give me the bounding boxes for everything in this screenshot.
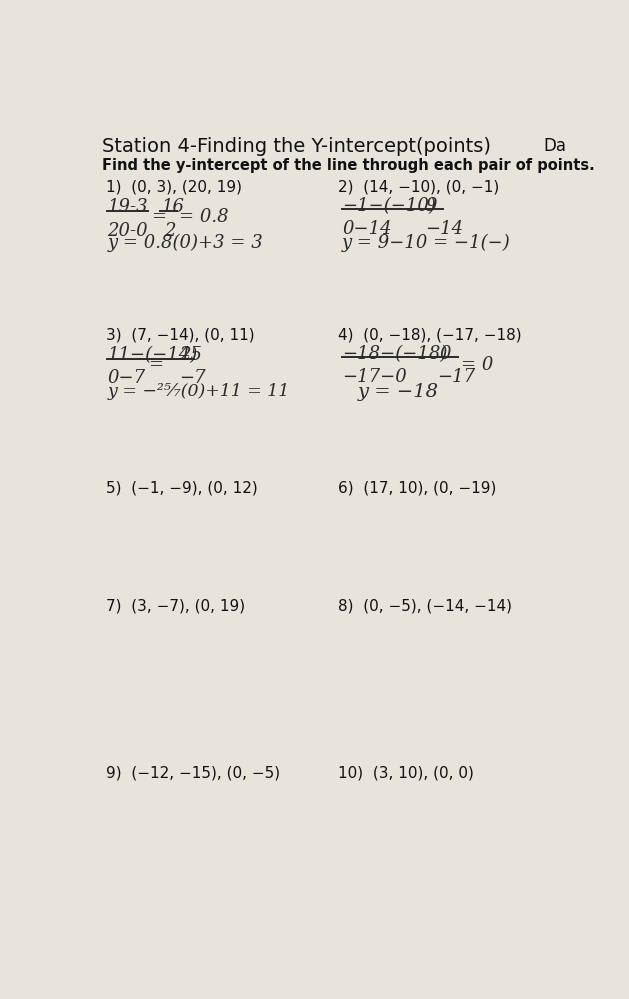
Text: 20-0: 20-0: [108, 222, 148, 240]
Text: 9)  (−12, −15), (0, −5): 9) (−12, −15), (0, −5): [106, 765, 280, 780]
Text: y = 0.8(0)+3 = 3: y = 0.8(0)+3 = 3: [108, 234, 263, 252]
Text: 10)  (3, 10), (0, 0): 10) (3, 10), (0, 0): [338, 765, 474, 780]
Text: 4)  (0, −18), (−17, −18): 4) (0, −18), (−17, −18): [338, 328, 522, 343]
Text: Da: Da: [543, 137, 567, 155]
Text: −14: −14: [425, 220, 463, 238]
Text: 9: 9: [425, 197, 437, 215]
Text: −18−(−18): −18−(−18): [342, 345, 447, 363]
Text: Station 4-Finding the Y-intercept(points): Station 4-Finding the Y-intercept(points…: [102, 137, 491, 156]
Text: y = −²⁵⁄₇(0)+11 = 11: y = −²⁵⁄₇(0)+11 = 11: [108, 384, 289, 401]
Text: 2)  (14, −10), (0, −1): 2) (14, −10), (0, −1): [338, 180, 499, 195]
Text: 11−(−14): 11−(−14): [108, 347, 198, 365]
Text: 7)  (3, −7), (0, 19): 7) (3, −7), (0, 19): [106, 598, 245, 613]
Text: = 0.8: = 0.8: [179, 209, 228, 227]
Text: 19-3: 19-3: [108, 199, 148, 217]
Text: 2: 2: [164, 222, 175, 240]
Text: 25: 25: [179, 347, 203, 365]
Text: = 0: = 0: [460, 357, 493, 375]
Text: −17−0: −17−0: [342, 368, 407, 386]
Text: −1−(−10): −1−(−10): [342, 197, 436, 215]
Text: 5)  (−1, −9), (0, 12): 5) (−1, −9), (0, 12): [106, 481, 257, 496]
Text: 0−7: 0−7: [108, 370, 145, 388]
Text: =: =: [151, 209, 166, 227]
Text: 8)  (0, −5), (−14, −14): 8) (0, −5), (−14, −14): [338, 598, 512, 613]
Text: −17: −17: [437, 368, 476, 386]
Text: −7: −7: [179, 370, 206, 388]
Text: 0−14: 0−14: [342, 220, 392, 238]
Text: 1)  (0, 3), (20, 19): 1) (0, 3), (20, 19): [106, 180, 242, 195]
Text: 16: 16: [162, 199, 184, 217]
Text: y = −18: y = −18: [358, 384, 438, 402]
Text: 0: 0: [439, 345, 450, 363]
Text: =: =: [148, 357, 164, 375]
Text: 6)  (17, 10), (0, −19): 6) (17, 10), (0, −19): [338, 481, 497, 496]
Text: 3)  (7, −14), (0, 11): 3) (7, −14), (0, 11): [106, 328, 254, 343]
Text: y = 9−10 = −1(−): y = 9−10 = −1(−): [342, 234, 511, 252]
Text: Find the y-intercept of the line through each pair of points.: Find the y-intercept of the line through…: [102, 159, 594, 174]
